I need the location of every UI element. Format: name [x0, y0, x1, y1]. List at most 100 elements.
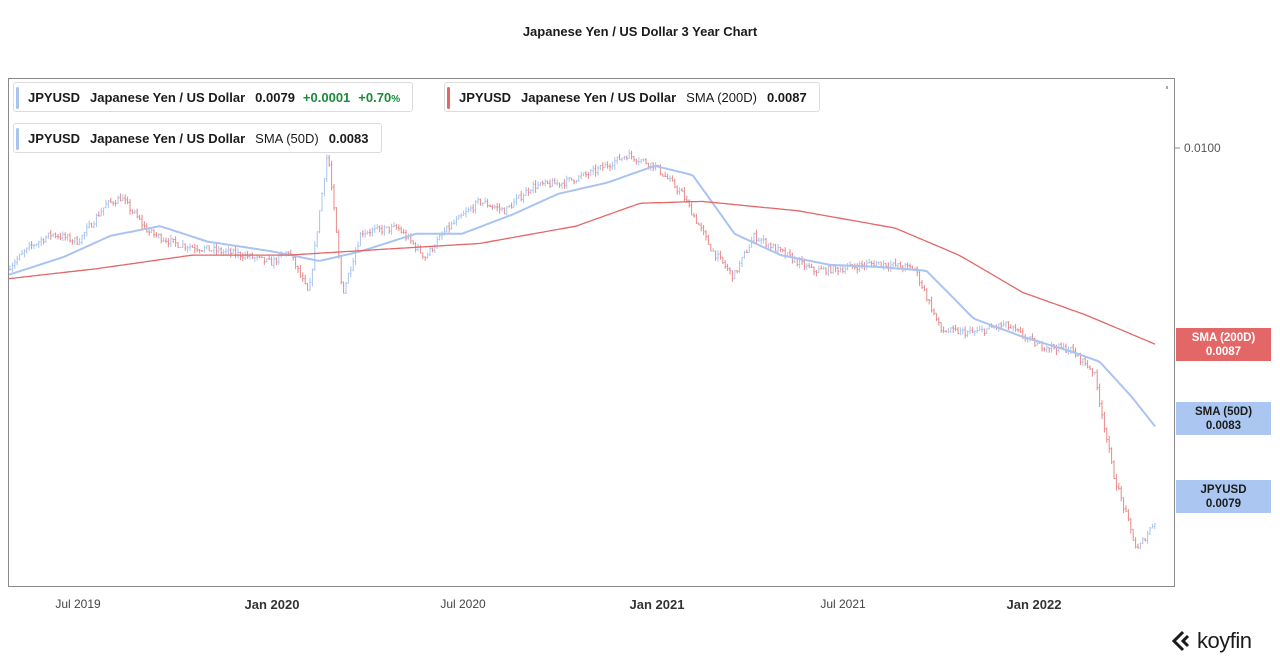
- ohlc-bar: [1149, 526, 1151, 535]
- ohlc-bar: [738, 260, 741, 274]
- ohlc-bar: [318, 210, 321, 234]
- ohlc-bar: [213, 243, 215, 254]
- ohlc-bar: [69, 232, 71, 243]
- ohlc-bar: [609, 163, 611, 171]
- ohlc-bar: [73, 237, 76, 245]
- ohlc-bar: [121, 194, 124, 202]
- ohlc-bar: [359, 231, 362, 247]
- ohlc-bar: [71, 239, 74, 245]
- ohlc-bar: [1144, 538, 1147, 542]
- ohlc-bar: [61, 231, 64, 241]
- ohlc-bar: [405, 229, 407, 241]
- koyfin-logo[interactable]: koyfin: [1172, 628, 1252, 654]
- last-price-tag: JPYUSD 0.0079: [1176, 480, 1271, 513]
- ohlc-bar: [534, 180, 537, 193]
- ohlc-bar: [976, 326, 979, 333]
- ohlc-bar: [95, 213, 98, 227]
- ohlc-bar: [366, 230, 369, 235]
- ohlc-bar: [513, 198, 515, 208]
- ohlc-bar: [313, 241, 316, 271]
- ohlc-bar: [265, 258, 268, 263]
- ohlc-bar: [169, 234, 172, 247]
- ohlc-bar: [486, 198, 489, 208]
- ohlc-bar: [637, 157, 640, 166]
- ohlc-bar: [426, 252, 429, 259]
- ohlc-bar: [709, 243, 712, 252]
- ohlc-bar: [1132, 528, 1135, 541]
- ohlc-bar: [827, 263, 830, 276]
- ohlc-bar: [928, 299, 931, 305]
- ohlc-bar: [503, 207, 506, 215]
- legend-sma50-name: Japanese Yen / US Dollar: [90, 130, 246, 146]
- ohlc-bar: [117, 195, 119, 204]
- ohlc-bar: [983, 328, 986, 336]
- ohlc-bar: [13, 259, 16, 270]
- ohlc-bar: [85, 223, 88, 237]
- ohlc-bar: [275, 257, 278, 266]
- ohlc-bar: [954, 324, 957, 332]
- ohlc-bar: [126, 196, 129, 205]
- ohlc-bar: [529, 189, 532, 195]
- legend-price-change: +0.0001: [302, 89, 351, 105]
- ohlc-bar: [496, 203, 499, 212]
- ohlc-bar: [35, 243, 38, 247]
- ohlc-bar: [541, 180, 544, 186]
- sma50-price-tag: SMA (50D) 0.0083: [1176, 402, 1271, 435]
- ohlc-bar: [311, 268, 314, 287]
- ohlc-bar: [510, 202, 513, 209]
- ohlc-bar: [942, 326, 945, 334]
- x-label-jul-2019: Jul 2019: [55, 597, 101, 611]
- ohlc-bar: [1014, 323, 1017, 332]
- ohlc-bar: [83, 231, 86, 240]
- ohlc-bar: [714, 250, 717, 261]
- ohlc-bar: [832, 265, 835, 274]
- ohlc-bar: [167, 238, 170, 248]
- ohlc-bar: [59, 232, 62, 241]
- y-tick-label: 0.0100: [1184, 141, 1221, 155]
- ohlc-bar: [520, 190, 523, 202]
- ohlc-bar: [347, 272, 350, 284]
- ohlc-bar: [1009, 324, 1012, 329]
- ohlc-bar: [921, 280, 923, 290]
- ohlc-bar: [1031, 333, 1034, 340]
- ohlc-bar: [959, 327, 962, 336]
- ohlc-bar: [767, 243, 770, 249]
- ohlc-bar: [688, 199, 691, 208]
- ohlc-bar: [321, 192, 323, 212]
- ohlc-bar: [1139, 542, 1142, 549]
- ohlc-bar: [544, 179, 547, 187]
- ohlc-bar: [114, 200, 117, 207]
- ohlc-bar: [522, 193, 525, 204]
- ohlc-bar: [376, 223, 379, 230]
- legend-price[interactable]: JPYUSD Japanese Yen / US Dollar 0.0079 +…: [13, 82, 414, 112]
- ohlc-bar: [141, 214, 143, 230]
- ohlc-bar: [1115, 474, 1118, 491]
- ohlc-bar: [301, 272, 304, 282]
- ohlc-bar: [1125, 505, 1127, 512]
- ohlc-bar: [412, 240, 415, 245]
- ohlc-bar: [1089, 365, 1091, 370]
- ohlc-bar: [702, 224, 705, 236]
- ohlc-bar: [119, 193, 122, 202]
- legend-sma200[interactable]: JPYUSD Japanese Yen / US Dollar SMA (200…: [444, 82, 820, 112]
- ohlc-bar: [49, 230, 52, 240]
- ohlc-bar: [817, 265, 820, 273]
- ohlc-bar: [935, 312, 938, 322]
- ohlc-bar: [961, 327, 964, 335]
- x-label-jan-2022: Jan 2022: [1006, 597, 1062, 612]
- ohlc-bar: [841, 265, 844, 274]
- ohlc-bar: [731, 270, 734, 282]
- legend-sma200-symbol: JPYUSD: [459, 89, 512, 105]
- ohlc-bar: [172, 238, 175, 243]
- legend-sma50[interactable]: JPYUSD Japanese Yen / US Dollar SMA (50D…: [13, 123, 382, 153]
- x-label-jan-2020: Jan 2020: [244, 597, 300, 612]
- legend-sma50-indicator: SMA (50D): [255, 130, 319, 146]
- ohlc-bar: [805, 263, 808, 270]
- ohlc-bar: [695, 213, 698, 224]
- sma50-tag-value: 0.0083: [1205, 420, 1242, 432]
- ohlc-bar: [582, 172, 585, 177]
- ohlc-bar: [45, 235, 47, 243]
- ohlc-bar: [469, 205, 472, 212]
- ohlc-bar: [575, 179, 578, 184]
